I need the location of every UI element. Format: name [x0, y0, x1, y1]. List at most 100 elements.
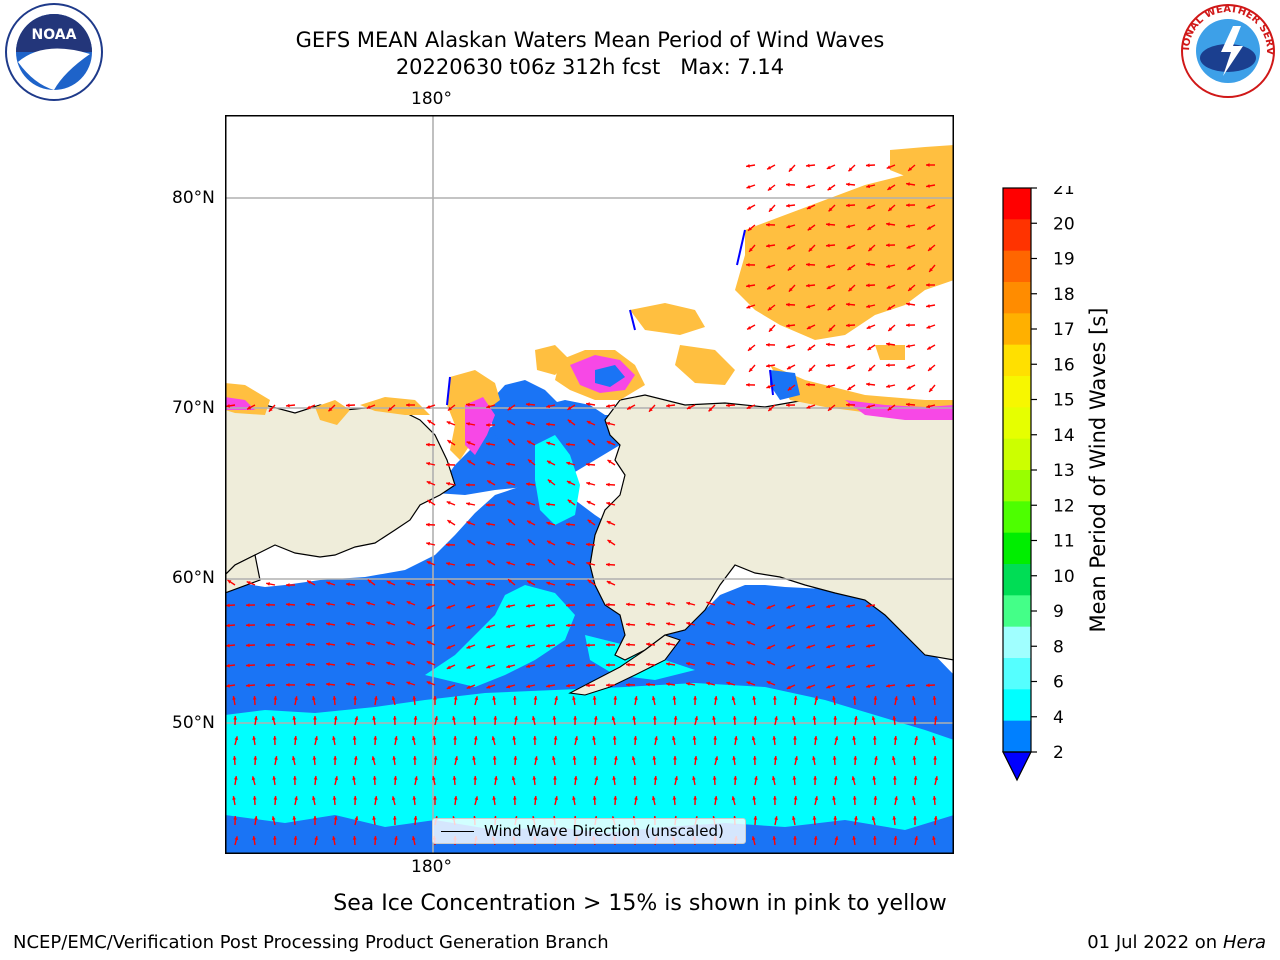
wind-wave-arrowhead: [466, 502, 470, 506]
wind-wave-arrowhead: [732, 716, 737, 720]
wind-wave-arrowhead: [852, 796, 857, 800]
wind-wave-arrowhead: [769, 327, 773, 332]
wind-wave-arrowhead: [906, 365, 911, 369]
wind-wave-arrowhead: [766, 645, 771, 650]
wind-wave-arrowhead: [566, 522, 570, 527]
wind-wave-arrowhead: [506, 561, 511, 565]
wind-wave-arrowhead: [792, 716, 796, 720]
wind-wave-arrowhead: [607, 460, 612, 464]
wind-wave-arrowhead: [411, 836, 416, 841]
wind-wave-arrowhead: [446, 421, 451, 425]
wind-wave-arrowhead: [906, 302, 910, 306]
wind-wave-arrowhead: [506, 542, 510, 546]
wind-wave-arrowhead: [793, 796, 798, 800]
wind-wave-arrowhead: [746, 284, 750, 288]
chart-title: GEFS MEAN Alaskan Waters Mean Period of …: [295, 28, 885, 52]
wind-wave-arrowhead: [586, 462, 590, 467]
wind-wave-arrowhead: [746, 601, 751, 605]
wind-wave-arrowhead: [413, 816, 418, 820]
wind-wave-arrowhead: [426, 481, 431, 485]
wind-wave-arrowhead: [866, 325, 871, 329]
wind-wave-arrowhead: [894, 696, 898, 700]
wind-wave-arrowhead: [386, 661, 391, 666]
wind-wave-arrowhead: [426, 681, 431, 685]
wind-wave-arrowhead: [607, 540, 612, 544]
wind-wave-arrowhead: [634, 696, 638, 700]
wind-wave-arrowhead: [929, 388, 933, 392]
wind-wave-arrowhead: [632, 776, 637, 780]
colorbar-bin: [1003, 219, 1031, 252]
wind-wave-arrowhead: [873, 796, 878, 800]
wind-wave-arrowhead: [793, 736, 797, 740]
wind-wave-arrowhead: [346, 403, 350, 408]
wind-wave-arrowhead: [826, 363, 830, 368]
wind-wave-arrowhead: [592, 736, 596, 740]
wind-wave-arrowhead: [666, 682, 670, 687]
footer-date: 01 Jul 2022 on Hera: [1087, 932, 1266, 953]
wind-wave-arrowhead: [234, 836, 239, 841]
wind-wave-arrowhead: [466, 521, 471, 525]
wind-wave-arrowhead: [814, 696, 819, 701]
wind-wave-arrowhead: [806, 665, 811, 669]
wind-wave-arrowhead: [392, 716, 397, 720]
wind-wave-arrowhead: [586, 402, 590, 406]
wind-wave-arrowhead: [546, 603, 550, 608]
wind-wave-arrowhead: [226, 683, 230, 688]
wind-wave-arrowhead: [486, 685, 491, 689]
wind-wave-arrowhead: [466, 563, 470, 567]
wind-wave-arrowhead: [292, 716, 297, 720]
wind-wave-arrowhead: [866, 163, 870, 168]
wind-wave-arrowhead: [392, 816, 397, 820]
wind-wave-arrowhead: [906, 203, 910, 207]
wind-wave-arrowhead: [374, 796, 378, 800]
wind-wave-arrowhead: [286, 662, 290, 667]
wind-wave-arrowhead: [513, 756, 518, 760]
wind-wave-arrowhead: [253, 756, 258, 760]
wind-wave-arrowhead: [747, 326, 752, 330]
wind-wave-arrowhead: [806, 304, 811, 309]
lat-label-50: 50°N: [172, 713, 215, 733]
wind-wave-arrowhead: [467, 460, 472, 464]
wind-wave-arrowhead: [466, 441, 471, 445]
map-legend: Wind Wave Direction (unscaled): [432, 818, 746, 844]
wind-wave-arrowhead: [446, 625, 451, 629]
wind-wave-arrowhead: [332, 836, 336, 840]
wind-wave-arrowhead: [751, 836, 756, 841]
wind-wave-arrowhead: [394, 836, 398, 840]
wind-wave-arrowhead: [786, 344, 791, 349]
wind-wave-arrowhead: [587, 579, 592, 584]
wind-wave-arrowhead: [466, 422, 470, 426]
wind-wave-arrowhead: [354, 816, 359, 821]
wind-wave-arrowhead: [367, 579, 372, 584]
wind-wave-arrowhead: [766, 363, 770, 368]
wind-wave-arrowhead: [293, 776, 297, 780]
ocean-cyan-mid-patch: [425, 585, 575, 687]
wind-wave-arrowhead: [934, 776, 939, 781]
wind-wave-arrowhead: [547, 540, 551, 545]
wind-wave-arrowhead: [266, 623, 270, 627]
wind-wave-arrowhead: [507, 500, 512, 504]
wind-wave-arrowhead: [486, 624, 491, 629]
wind-wave-arrowhead: [672, 696, 677, 700]
wind-wave-arrowhead: [746, 661, 751, 665]
wind-wave-arrowhead: [726, 681, 731, 686]
wind-wave-arrowhead: [646, 682, 650, 687]
wind-wave-arrowhead: [426, 641, 431, 645]
wind-wave-arrowhead: [846, 402, 850, 407]
wind-wave-arrowhead: [274, 756, 278, 760]
wind-wave-arrowhead: [751, 736, 756, 741]
wind-wave-arrowhead: [306, 405, 311, 410]
wind-wave-arrowhead: [914, 736, 918, 740]
wind-wave-arrowhead: [246, 623, 250, 628]
wind-wave-arrowhead: [426, 442, 430, 447]
wind-wave-arrowhead: [473, 776, 478, 780]
wind-wave-arrowhead: [886, 285, 891, 289]
colorbar-tick-label: 13: [1053, 461, 1075, 481]
wind-wave-arrowhead: [286, 622, 290, 627]
wind-wave-arrowhead: [886, 342, 890, 347]
wind-wave-arrowhead: [613, 796, 618, 800]
wind-wave-arrowhead: [852, 836, 856, 840]
colorbar-bin: [1003, 564, 1031, 596]
wind-wave-arrowhead: [514, 716, 518, 720]
wind-wave-arrowhead: [788, 167, 793, 172]
